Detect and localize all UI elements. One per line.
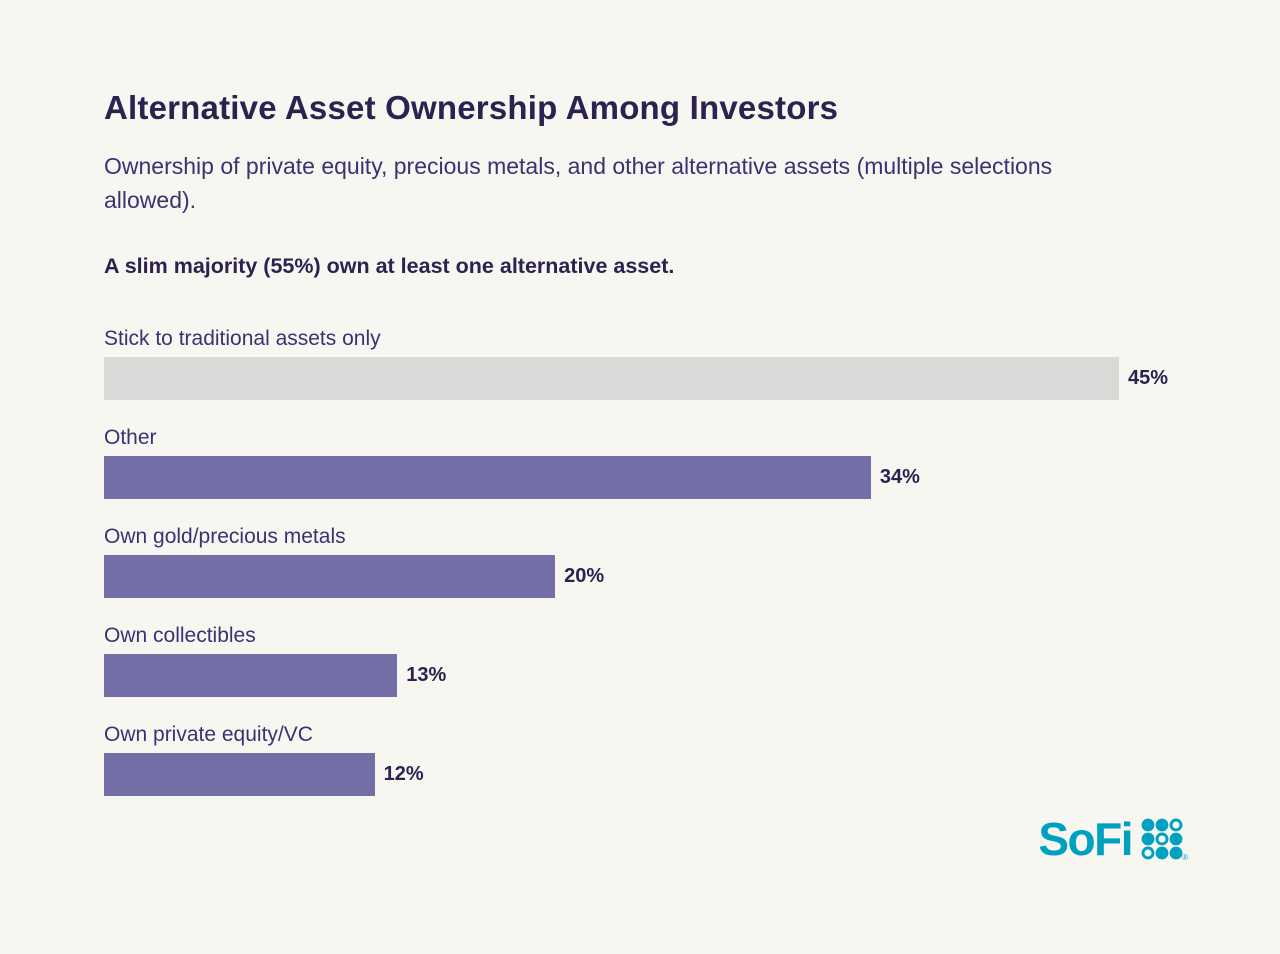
bar-row: Own private equity/VC 12% [104,722,1280,796]
bar-track: 13% [104,654,1280,697]
sofi-dots-icon: ® [1141,818,1188,862]
bar-value-label: 13% [406,664,447,686]
bar-category-label: Stick to traditional assets only [104,327,381,350]
bar-category-label: Own gold/precious metals [104,525,346,548]
bar-track: 12% [104,753,1280,796]
bar [104,654,398,697]
bar [104,753,375,796]
bar-row: Other 34% [104,425,1280,499]
bar-category-label: Other [104,426,157,449]
bar-category-label: Own collectibles [104,624,256,647]
bar-track: 20% [104,555,1280,598]
bar-category-label: Own private equity/VC [104,723,313,746]
bar-track: 34% [104,456,1280,499]
sofi-logo-text: SoFi [1038,813,1133,865]
bar-value-label: 12% [383,763,424,785]
chart-subtitle: Ownership of private equity, precious me… [104,153,1053,213]
bar-value-label: 20% [564,565,605,587]
bar-value-label: 34% [879,466,920,488]
bar [104,555,556,598]
sofi-logo: SoFi ® [1038,813,1188,865]
registered-trademark-mark: ® [1182,853,1188,862]
bar-row: Own gold/precious metals 20% [104,524,1280,598]
bar-row: Own collectibles 13% [104,623,1280,697]
bar-value-label: 45% [1128,367,1169,389]
bar [104,456,871,499]
bar-row: Stick to traditional assets only 45% [104,326,1280,400]
bar-chart: Stick to traditional assets only 45% Other… [104,326,1280,796]
page-title: Alternative Asset Ownership Among Invest… [104,89,839,126]
bar [104,357,1119,400]
bar-track: 45% [104,357,1280,400]
key-finding-callout: A slim majority (55%) own at least one a… [104,254,675,278]
